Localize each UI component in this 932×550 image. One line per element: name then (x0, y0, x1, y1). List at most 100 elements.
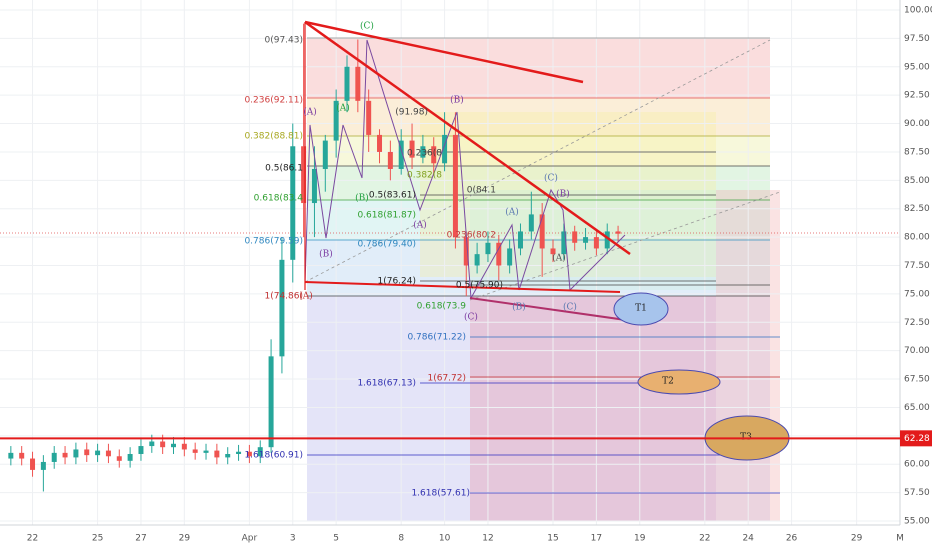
annotation: (A) (336, 103, 350, 114)
annotation: 0(84.1 (467, 186, 496, 196)
annotation: (B) (512, 302, 526, 313)
x-tick-label: 12 (482, 534, 493, 544)
annotation: (B) (450, 95, 464, 106)
candle-body (572, 231, 578, 243)
x-tick-label: M (896, 534, 904, 544)
y-tick-label: 72.50 (904, 318, 930, 328)
x-tick-label: 17 (591, 534, 602, 544)
annotation: 0.786(71.22) (407, 333, 466, 343)
annotations: 0(97.43) 0.236(92.11) 0.382(88.81) 0.5(86.1… (244, 21, 752, 499)
candle-body (539, 214, 545, 249)
candle-body (496, 242, 502, 266)
candle-body (214, 450, 220, 458)
y-tick-label: 82.50 (904, 204, 930, 214)
candle-body (355, 66, 361, 101)
y-tick-label: 80.00 (904, 233, 930, 243)
x-tick-label: 22 (27, 534, 38, 544)
annotation: (A) (303, 107, 317, 118)
candle-body (615, 231, 621, 234)
annotation: 0.618(73.9 (417, 302, 467, 312)
y-tick-label: 100.00 (904, 6, 932, 16)
candle-body (127, 454, 133, 461)
candle-body (40, 461, 46, 470)
candle-body (192, 449, 198, 453)
candle-body (583, 237, 589, 243)
price-badge (900, 430, 932, 447)
annotation: 0.786(79.59) (244, 237, 303, 247)
candle-body (19, 452, 25, 459)
candle-body (398, 140, 404, 169)
annotation: (A) (552, 253, 566, 264)
x-tick-label: 15 (547, 534, 558, 544)
candle-body (181, 443, 187, 450)
candle-body (387, 151, 393, 169)
candle-body (95, 450, 101, 456)
candle-body (30, 458, 36, 470)
candle-body (593, 237, 599, 249)
candle-body (344, 66, 350, 101)
candle-body (377, 134, 383, 152)
annotation: T1 (635, 304, 647, 314)
y-tick-label: 57.50 (904, 488, 930, 498)
y-tick-label: 90.00 (904, 119, 930, 129)
candles (8, 23, 621, 492)
candle-body (301, 146, 307, 204)
annotation: 0.236(80.2 (447, 231, 496, 241)
annotation: 0.5(83.61) (369, 191, 416, 201)
y-tick-label: 85.00 (904, 176, 930, 186)
candle-body (485, 242, 491, 255)
x-tick-label: 25 (92, 534, 103, 544)
candle-body (311, 168, 317, 204)
candle-body (333, 100, 339, 141)
candle-body (51, 452, 57, 462)
annotation: 0.618(83.4 (254, 194, 304, 204)
y-tick-label: 65.00 (904, 403, 930, 413)
candle-body (452, 134, 458, 238)
annotation: 0.618(81.87) (357, 211, 416, 221)
candle-body (138, 446, 144, 455)
annotation: (B) (319, 249, 333, 260)
candle-body (8, 452, 14, 459)
candle-body (474, 254, 480, 266)
candle-body (268, 356, 274, 448)
y-tick-label: 97.50 (904, 34, 930, 44)
annotation: 0.236(8 (407, 149, 442, 159)
x-tick-label: 29 (851, 534, 863, 544)
candle-body (463, 237, 469, 266)
annotation: 1(76.24) (377, 277, 416, 287)
candle-body (225, 454, 231, 458)
annotation: (C) (544, 173, 558, 184)
annotation: 1.618(60.91) (244, 451, 303, 461)
y-tick-label: 75.00 (904, 289, 930, 299)
candle-body (366, 100, 372, 135)
y-tick-label: 70.00 (904, 346, 930, 356)
candle-body (160, 441, 166, 448)
y-tick-label: 92.50 (904, 91, 930, 101)
x-tick-label: 19 (634, 534, 646, 544)
candle-body (105, 450, 111, 457)
y-tick-label: 87.50 (904, 147, 930, 157)
candle-body (236, 451, 242, 455)
annotation: 1(67.72) (427, 374, 466, 384)
x-tick-label: 8 (398, 534, 404, 544)
annotation: 0.236(92.11) (244, 96, 303, 106)
annotation: (C) (464, 312, 478, 323)
candle-body (290, 146, 296, 260)
candle-body (62, 452, 68, 458)
candle-body (507, 248, 513, 266)
x-tick-label: 10 (439, 534, 451, 544)
annotation: T2 (662, 377, 674, 387)
y-tick-label: 77.50 (904, 261, 930, 271)
price-badge-label: 62.28 (904, 434, 930, 444)
x-tick-label: Apr (242, 534, 258, 544)
candle-body (279, 259, 285, 357)
candle-body (420, 146, 426, 158)
candle-body (116, 456, 122, 461)
x-tick-label: 22 (699, 534, 710, 544)
annotation: (91.98) (395, 108, 428, 118)
candle-body (604, 231, 610, 249)
candle-body (322, 140, 328, 169)
x-tick-label: 3 (290, 534, 296, 544)
y-tick-label: 55.00 (904, 517, 930, 527)
